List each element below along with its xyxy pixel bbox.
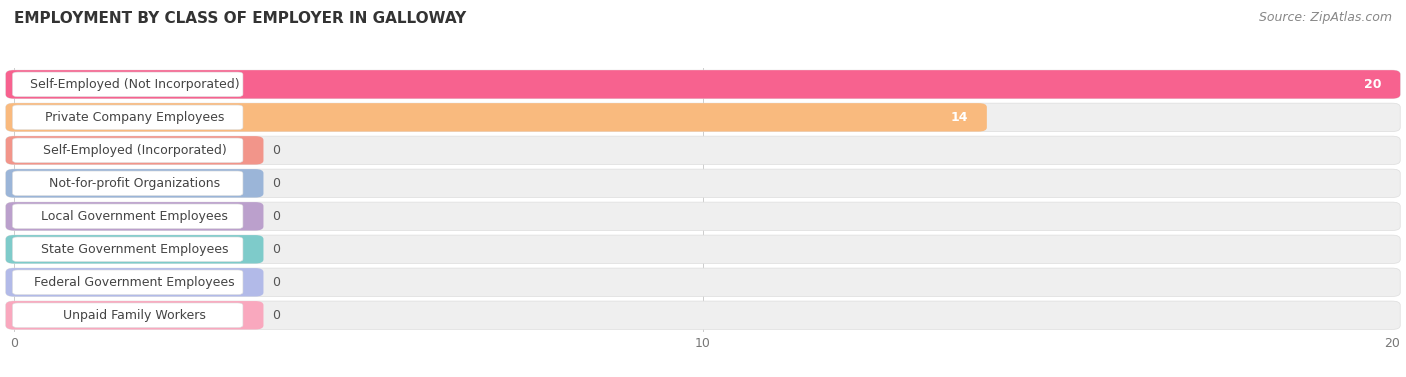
FancyBboxPatch shape <box>6 169 263 198</box>
Text: Private Company Employees: Private Company Employees <box>45 111 225 124</box>
FancyBboxPatch shape <box>13 105 243 130</box>
FancyBboxPatch shape <box>13 72 243 97</box>
Text: Self-Employed (Incorporated): Self-Employed (Incorporated) <box>42 144 226 157</box>
Text: 14: 14 <box>950 111 969 124</box>
Text: Source: ZipAtlas.com: Source: ZipAtlas.com <box>1258 11 1392 24</box>
FancyBboxPatch shape <box>6 136 263 164</box>
Text: Not-for-profit Organizations: Not-for-profit Organizations <box>49 177 221 190</box>
FancyBboxPatch shape <box>6 70 1400 98</box>
FancyBboxPatch shape <box>6 70 1400 98</box>
FancyBboxPatch shape <box>6 235 1400 264</box>
FancyBboxPatch shape <box>13 270 243 294</box>
Text: Local Government Employees: Local Government Employees <box>41 210 228 223</box>
Text: 0: 0 <box>273 309 280 322</box>
FancyBboxPatch shape <box>6 301 1400 329</box>
Text: Self-Employed (Not Incorporated): Self-Employed (Not Incorporated) <box>30 78 239 91</box>
Text: Federal Government Employees: Federal Government Employees <box>34 276 235 289</box>
FancyBboxPatch shape <box>6 235 263 264</box>
FancyBboxPatch shape <box>6 169 1400 198</box>
Text: 0: 0 <box>273 243 280 256</box>
FancyBboxPatch shape <box>6 301 263 329</box>
Text: State Government Employees: State Government Employees <box>41 243 228 256</box>
Text: 0: 0 <box>273 177 280 190</box>
FancyBboxPatch shape <box>6 268 263 296</box>
FancyBboxPatch shape <box>13 303 243 328</box>
FancyBboxPatch shape <box>6 103 987 132</box>
Text: 0: 0 <box>273 144 280 157</box>
Text: EMPLOYMENT BY CLASS OF EMPLOYER IN GALLOWAY: EMPLOYMENT BY CLASS OF EMPLOYER IN GALLO… <box>14 11 467 26</box>
Text: Unpaid Family Workers: Unpaid Family Workers <box>63 309 207 322</box>
FancyBboxPatch shape <box>6 268 1400 296</box>
Text: 0: 0 <box>273 276 280 289</box>
FancyBboxPatch shape <box>6 202 1400 230</box>
FancyBboxPatch shape <box>6 136 1400 164</box>
FancyBboxPatch shape <box>13 204 243 228</box>
Text: 20: 20 <box>1364 78 1382 91</box>
FancyBboxPatch shape <box>6 103 1400 132</box>
Text: 0: 0 <box>273 210 280 223</box>
FancyBboxPatch shape <box>13 237 243 262</box>
FancyBboxPatch shape <box>13 138 243 162</box>
FancyBboxPatch shape <box>6 202 263 230</box>
FancyBboxPatch shape <box>13 171 243 196</box>
